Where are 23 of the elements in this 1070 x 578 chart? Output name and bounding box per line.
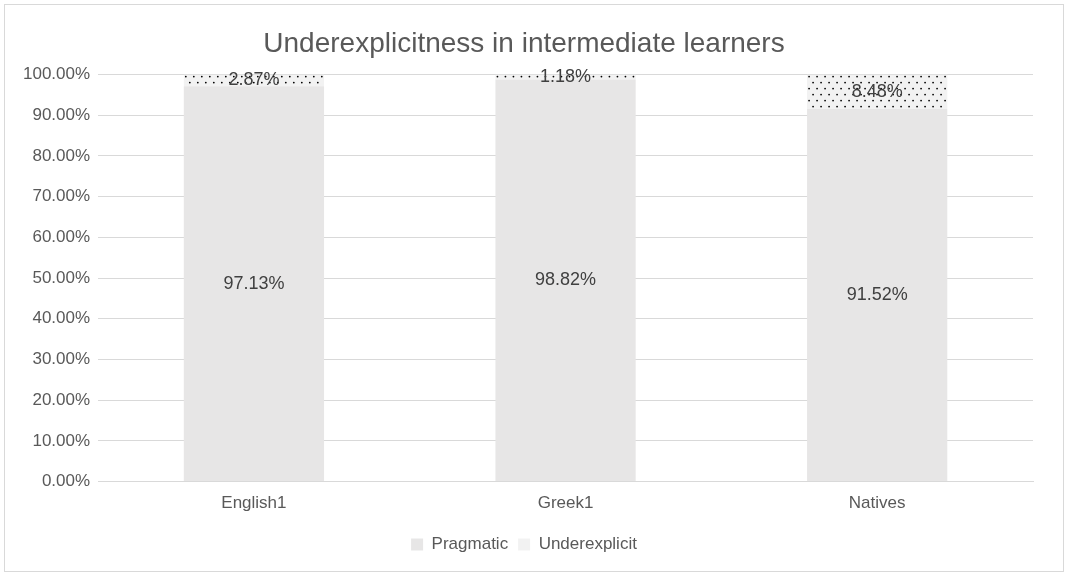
y-tick-label: 0.00%: [41, 471, 91, 491]
data-label: 97.13%: [223, 272, 285, 293]
y-tick-label: 20.00%: [32, 389, 91, 409]
legend-label: Underexplicit: [538, 534, 638, 554]
y-tick-label: 50.00%: [32, 267, 91, 287]
legend-label: Pragmatic: [431, 534, 509, 554]
y-tick-label: 10.00%: [32, 430, 91, 450]
chart-title: Underexplicitness in intermediate learners: [263, 26, 785, 58]
x-tick-label: Greek1: [537, 493, 594, 513]
data-label: 91.52%: [846, 284, 908, 305]
x-tick-label: Natives: [848, 493, 906, 513]
data-label: 98.82%: [535, 269, 597, 290]
data-label: 2.87%: [228, 69, 280, 90]
y-tick-label: 40.00%: [32, 308, 91, 328]
y-tick-label: 30.00%: [32, 349, 91, 369]
y-tick-label: 80.00%: [32, 145, 91, 165]
data-label: 1.18%: [540, 65, 592, 86]
y-tick-label: 60.00%: [32, 227, 91, 247]
y-tick-label: 70.00%: [32, 186, 91, 206]
data-label: 8.48%: [851, 80, 903, 101]
y-tick-label: 100.00%: [22, 64, 91, 84]
x-tick-label: English1: [221, 493, 287, 513]
y-tick-label: 90.00%: [32, 104, 91, 124]
